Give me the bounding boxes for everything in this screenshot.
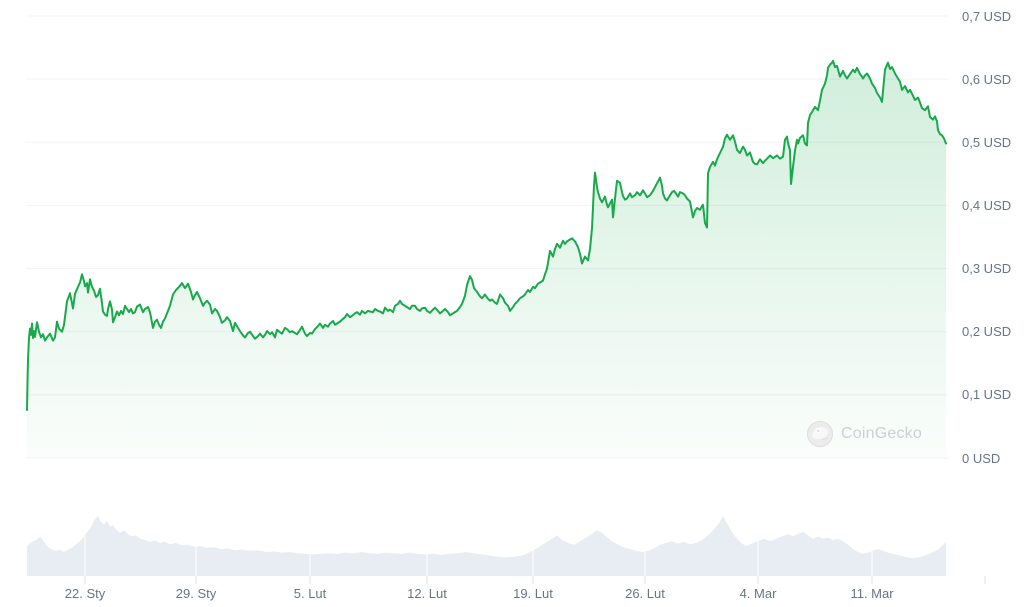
- y-axis-label: 0,2 USD: [962, 324, 1012, 340]
- x-axis-label: 26. Lut: [625, 586, 665, 601]
- y-axis-label: 0,3 USD: [962, 261, 1012, 277]
- x-axis-label: 11. Mar: [850, 586, 894, 601]
- coingecko-watermark: CoinGecko: [806, 420, 922, 448]
- y-axis-label: 0 USD: [962, 450, 1001, 466]
- coingecko-watermark-text: CoinGecko: [841, 425, 922, 442]
- y-axis-label: 0,7 USD: [962, 8, 1012, 24]
- y-axis-label: 0,4 USD: [962, 197, 1012, 213]
- x-axis-label: 22. Sty: [64, 586, 106, 601]
- x-axis-label: 19. Lut: [513, 586, 553, 601]
- x-axis-label: 12. Lut: [407, 586, 447, 601]
- price-line: [26, 59, 947, 411]
- y-axis-label: 0,1 USD: [962, 387, 1012, 403]
- coingecko-logo-icon: [807, 421, 833, 447]
- x-axis-label: 29. Sty: [175, 586, 217, 601]
- x-axis-label: 4. Mar: [739, 586, 777, 601]
- volume-area: [27, 516, 946, 576]
- price-area-fill: [27, 60, 946, 459]
- x-axis-label: 5. Lut: [293, 586, 327, 601]
- y-axis-label: 0,5 USD: [962, 134, 1012, 150]
- y-axis-label: 0,6 USD: [962, 71, 1012, 87]
